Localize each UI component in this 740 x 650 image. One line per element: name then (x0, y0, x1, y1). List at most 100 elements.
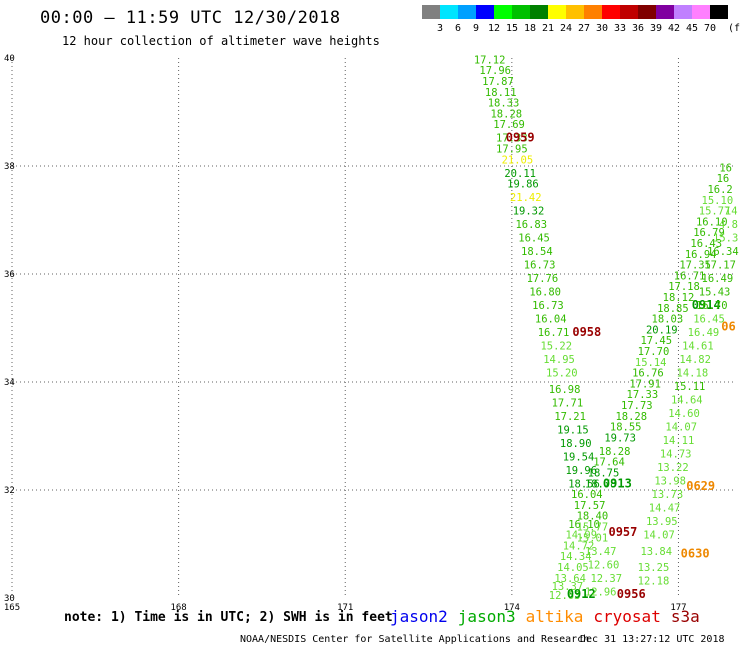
pass-time-label: 0630 (681, 547, 710, 561)
wave-height-label: 14.05 (557, 562, 589, 574)
wave-height-label: 16.2 (707, 184, 732, 196)
wave-height-label: 17.70 (638, 346, 670, 358)
wave-height-label: 18.28 (615, 411, 647, 423)
wave-height-label: 14.64 (671, 395, 703, 407)
color-swatch (440, 5, 458, 19)
wave-height-label: 16 (719, 162, 732, 174)
wave-height-label: 16.43 (690, 238, 722, 250)
wave-height-label: 13.98 (654, 476, 686, 488)
color-scale-label: 18 (523, 23, 537, 34)
wave-height-label: 17.33 (496, 133, 528, 145)
color-scale-label: 3 (436, 23, 444, 34)
color-scale-label: 36 (631, 23, 645, 34)
satellite-legend-item: jason3 (457, 607, 516, 626)
wave-height-label: 16.71 (674, 270, 706, 282)
wave-height-label: 19.15 (557, 424, 589, 436)
wave-height-label: 20.19 (646, 324, 678, 336)
y-tick-label: 34 (4, 378, 15, 388)
wave-height-label: 17.45 (640, 335, 672, 347)
pass-time-label: 0629 (686, 479, 715, 493)
wave-height-label: 17.12 (474, 54, 506, 66)
wave-height-label: 18.12 (663, 292, 695, 304)
pass-time-label: 0958 (572, 325, 601, 339)
pass-time-label: 0956 (617, 587, 646, 601)
color-swatch (710, 5, 728, 19)
color-swatch (638, 5, 656, 19)
wave-height-label: 14.95 (543, 354, 575, 366)
color-swatch (584, 5, 602, 19)
color-swatch (566, 5, 584, 19)
y-tick-label: 30 (4, 594, 15, 604)
wave-height-label: 21.05 (502, 154, 534, 166)
wave-height-label: 16.45 (693, 314, 725, 326)
wave-height-label: 12.96 (585, 586, 617, 598)
wave-height-label: 14.82 (679, 354, 711, 366)
wave-height-label: 18.03 (652, 314, 684, 326)
pass-time-label: 0959 (506, 131, 535, 145)
wave-height-label: 16.94 (685, 249, 717, 261)
wave-height-label: 16.76 (632, 368, 664, 380)
wave-height-label: 18.55 (610, 422, 642, 434)
wave-height-label: 17.87 (482, 76, 514, 88)
wave-height-label: 18.56 (568, 478, 600, 490)
wave-height-label: 12.60 (588, 559, 620, 571)
color-scale-label: 30 (595, 23, 609, 34)
wave-height-label: 15.20 (546, 368, 578, 380)
wave-height-label: 16.10 (696, 216, 728, 228)
wave-height-label: 17.69 (493, 119, 525, 131)
color-swatch (530, 5, 548, 19)
wave-height-label: 16 (717, 173, 730, 185)
wave-height-label: 17.18 (668, 281, 700, 293)
wave-height-label: 17.76 (527, 273, 559, 285)
wave-height-label: 15.43 (699, 287, 731, 299)
wave-height-label: 18.75 (588, 468, 620, 480)
satellite-legend-item: altika (525, 607, 584, 626)
color-scale-label: 21 (541, 23, 555, 34)
wave-height-label: 17.91 (629, 378, 661, 390)
color-swatch (656, 5, 674, 19)
wave-height-label: 14.07 (665, 422, 697, 434)
satellite-legend-item: s3a (670, 607, 700, 626)
wave-height-label: 14.11 (663, 435, 695, 447)
wave-height-label: 13.47 (585, 546, 617, 558)
wave-height-label: 18.40 (577, 511, 609, 523)
wave-height-label: 15.77 (699, 206, 731, 218)
wave-height-label: 16.49 (688, 327, 720, 339)
color-scale-unit: (ft) (728, 23, 740, 34)
wave-height-label: 13.64 (554, 573, 586, 585)
wave-height-label: 12.37 (590, 573, 622, 585)
wave-height-label: 16.49 (702, 273, 734, 285)
wave-height-label: 17.35 (679, 260, 711, 272)
satellite-legend: jason2 jason3 altika cryosat s3a (390, 607, 710, 626)
color-swatch (602, 5, 620, 19)
satellite-legend-item: jason2 (390, 607, 448, 626)
wave-height-label: 4.8 (719, 219, 738, 231)
wave-height-label: 13.25 (638, 562, 670, 574)
wave-height-label: 16.98 (549, 384, 581, 396)
wave-height-label: 18.33 (488, 98, 520, 110)
wave-height-label: 16.04 (535, 314, 567, 326)
pass-time-label: 0912 (567, 587, 596, 601)
wave-height-label: 18.90 (560, 438, 592, 450)
color-scale-label: 42 (667, 23, 681, 34)
color-scale-label: 45 (685, 23, 699, 34)
color-swatch (476, 5, 494, 19)
color-swatch (494, 5, 512, 19)
pass-time-label: 0913 (603, 476, 632, 490)
wave-height-label: 17.96 (479, 65, 511, 77)
wave-height-label: 16.04 (571, 489, 603, 501)
wave-height-label: 14.60 (668, 408, 700, 420)
wave-height-label: 13.37 (552, 581, 584, 593)
wave-height-label: 14.18 (677, 368, 709, 380)
wave-height-label: 15.22 (540, 341, 572, 353)
wave-height-label: 18.54 (521, 246, 553, 258)
wave-height-label: 19.96 (565, 465, 597, 477)
wave-height-label: 14.72 (563, 540, 595, 552)
color-scale-label: 24 (559, 23, 573, 34)
color-scale-label: 6 (454, 23, 462, 34)
y-tick-label: 36 (4, 270, 15, 280)
wave-height-label: 16.73 (524, 260, 556, 272)
wave-height-label: 13.22 (657, 462, 689, 474)
color-swatch (620, 5, 638, 19)
color-swatch (458, 5, 476, 19)
